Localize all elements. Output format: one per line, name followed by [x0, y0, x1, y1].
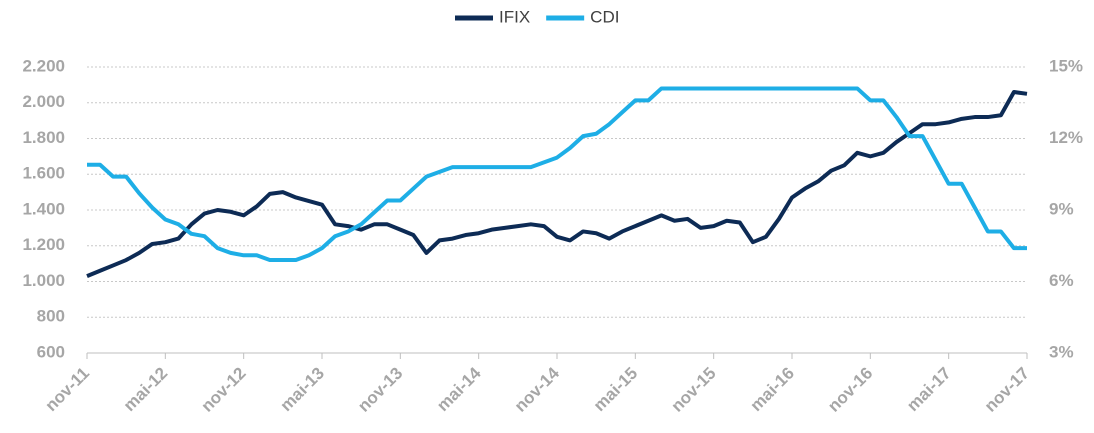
x-tick-label: nov-13 — [354, 364, 406, 416]
x-tick-label: mai-13 — [276, 364, 328, 416]
y2-tick-label: 3% — [1049, 342, 1074, 361]
x-tick-label: nov-12 — [197, 364, 249, 416]
y2-tick-label: 9% — [1049, 199, 1074, 218]
x-tick-label: mai-15 — [590, 364, 642, 416]
y2-tick-label: 12% — [1049, 128, 1083, 147]
x-tick-label: nov-14 — [511, 363, 564, 416]
y-tick-label: 800 — [37, 307, 65, 326]
x-tick-label: mai-12 — [120, 364, 172, 416]
y-tick-label: 1.400 — [22, 199, 65, 218]
y-tick-label: 1.200 — [22, 235, 65, 254]
x-tick-label: mai-14 — [433, 363, 485, 415]
x-tick-label: nov-16 — [824, 364, 876, 416]
series-line — [87, 86, 1027, 263]
series-line — [86, 90, 1028, 278]
y-tick-label: 600 — [37, 342, 65, 361]
y-tick-label: 1.000 — [22, 271, 65, 290]
y2-tick-label: 6% — [1049, 271, 1074, 290]
y-tick-label: 2.000 — [22, 92, 65, 111]
y-tick-label: 2.200 — [22, 56, 65, 75]
legend-label: IFIX — [499, 7, 530, 26]
y2-tick-label: 15% — [1049, 56, 1083, 75]
legend-label: CDI — [590, 7, 619, 26]
y-tick-label: 1.800 — [22, 128, 65, 147]
y-tick-label: 1.600 — [22, 164, 65, 183]
x-tick-label: nov-15 — [667, 364, 719, 416]
x-tick-label: mai-17 — [903, 364, 955, 416]
x-tick-label: nov-11 — [41, 364, 93, 416]
x-tick-label: nov-17 — [981, 364, 1033, 416]
x-tick-label: mai-16 — [746, 364, 798, 416]
